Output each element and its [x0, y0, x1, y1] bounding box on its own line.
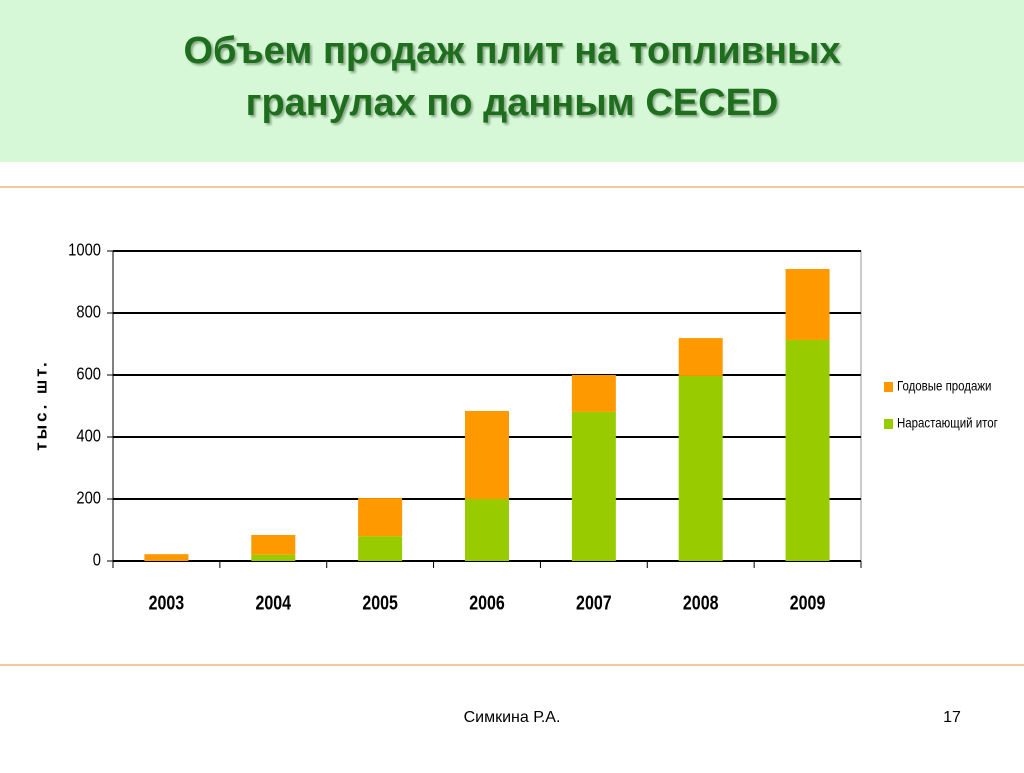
legend-label: Годовые продажи: [897, 378, 991, 394]
bar-segment: [465, 410, 509, 499]
legend-swatch: [884, 419, 893, 429]
bar-segment: [678, 338, 723, 376]
legend-label: Нарастающий итог: [897, 415, 998, 431]
page-number: 17: [943, 709, 961, 726]
bar-segment: [678, 375, 723, 561]
x-tick-label: 2009: [790, 592, 826, 614]
bar-segment: [251, 554, 296, 561]
y-tick-label: 0: [93, 550, 101, 570]
x-tick-label: 2008: [683, 592, 719, 614]
chart-title: Объем продаж плит на топливных гранулах …: [183, 30, 841, 124]
y-axis-label: тыс. шт.: [31, 359, 50, 450]
y-tick-label: 200: [76, 488, 101, 508]
x-tick-label: 2003: [149, 592, 185, 614]
title-box: Объем продаж плит на топливных гранулах …: [183, 30, 841, 124]
bar-segment: [785, 339, 830, 561]
bar-segment: [358, 498, 403, 537]
bar-segment: [465, 499, 509, 561]
bar-segment: [358, 536, 403, 561]
x-tick-label: 2005: [362, 592, 398, 614]
title-band: [0, 0, 1024, 162]
x-tick-label: 2006: [469, 592, 505, 614]
y-tick-label: 400: [76, 426, 101, 446]
author: Симкина Р.А.: [464, 709, 561, 726]
bar-segment: [571, 375, 616, 412]
bar-segment: [785, 268, 830, 340]
x-tick-label: 2007: [576, 592, 612, 614]
y-tick-label: 800: [76, 302, 101, 322]
y-tick-label: 1000: [68, 240, 101, 260]
legend-swatch: [884, 382, 893, 392]
bar-segment: [571, 411, 616, 561]
x-tick-label: 2004: [255, 592, 291, 614]
y-tick-label: 600: [76, 364, 101, 384]
bar-segment: [251, 534, 296, 555]
bar-segment: [144, 554, 189, 561]
